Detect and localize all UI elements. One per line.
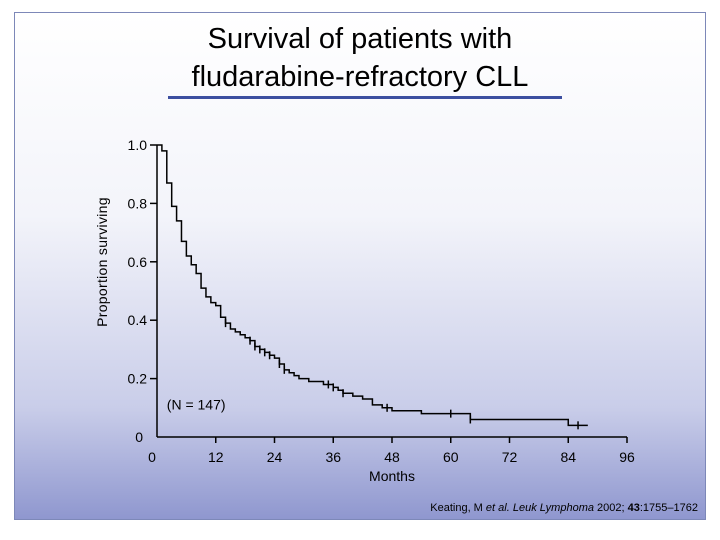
citation-year: 2002;: [597, 502, 625, 514]
x-tick-label: 96: [619, 449, 635, 465]
x-tick-label: 36: [325, 449, 341, 465]
x-tick-label: 12: [208, 449, 224, 465]
x-ticks: 0 12 24 36 48 60 72 84 96: [148, 437, 635, 465]
citation: Keating, M et al. Leuk Lymphoma 2002; 43…: [430, 502, 698, 514]
y-ticks: 0 0.2 0.4 0.6 0.8 1.0: [128, 137, 157, 445]
x-tick-label: 0: [148, 449, 156, 465]
x-tick-label: 72: [502, 449, 518, 465]
x-tick-label: 84: [560, 449, 576, 465]
y-tick-label: 0.6: [128, 254, 148, 270]
y-tick-label: 0.2: [128, 371, 148, 387]
censor-marks: [224, 319, 579, 430]
x-tick-label: 24: [267, 449, 283, 465]
citation-pages: :1755–1762: [639, 502, 698, 514]
x-tick-label: 60: [443, 449, 459, 465]
chart-axes: [156, 145, 627, 438]
y-tick-label: 0.4: [128, 312, 148, 328]
y-tick-label: 0.8: [128, 195, 148, 211]
n-annotation: (N = 147): [167, 396, 226, 412]
slide-title: Survival of patients with fludarabine-re…: [0, 20, 720, 96]
title-line-1: Survival of patients with: [207, 23, 513, 55]
title-line-2: fludarabine-refractory CLL: [191, 61, 529, 93]
x-tick-label: 48: [384, 449, 400, 465]
y-axis-label: Proportion surviving: [94, 197, 110, 327]
y-tick-label: 0: [135, 429, 143, 445]
y-tick-label: 1.0: [128, 137, 148, 153]
km-curve-line: [157, 144, 588, 427]
x-axis-label: Months: [369, 468, 415, 484]
title-underline: [168, 96, 562, 99]
citation-etal: et al.: [485, 502, 510, 514]
citation-author: Keating, M: [430, 502, 483, 514]
citation-journal: Leuk Lymphoma: [512, 502, 594, 514]
citation-volume: 43: [627, 502, 640, 514]
